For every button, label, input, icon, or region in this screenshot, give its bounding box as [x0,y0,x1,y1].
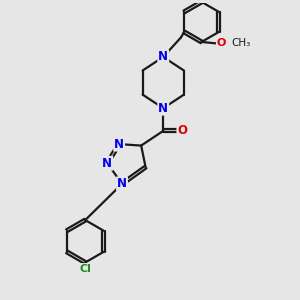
Text: N: N [117,177,127,190]
Text: Cl: Cl [79,264,91,274]
Text: O: O [217,38,226,48]
Text: N: N [102,157,112,170]
Text: CH₃: CH₃ [232,38,251,48]
Text: N: N [114,138,124,151]
Text: N: N [158,102,168,115]
Text: O: O [177,124,188,137]
Text: N: N [158,50,168,64]
